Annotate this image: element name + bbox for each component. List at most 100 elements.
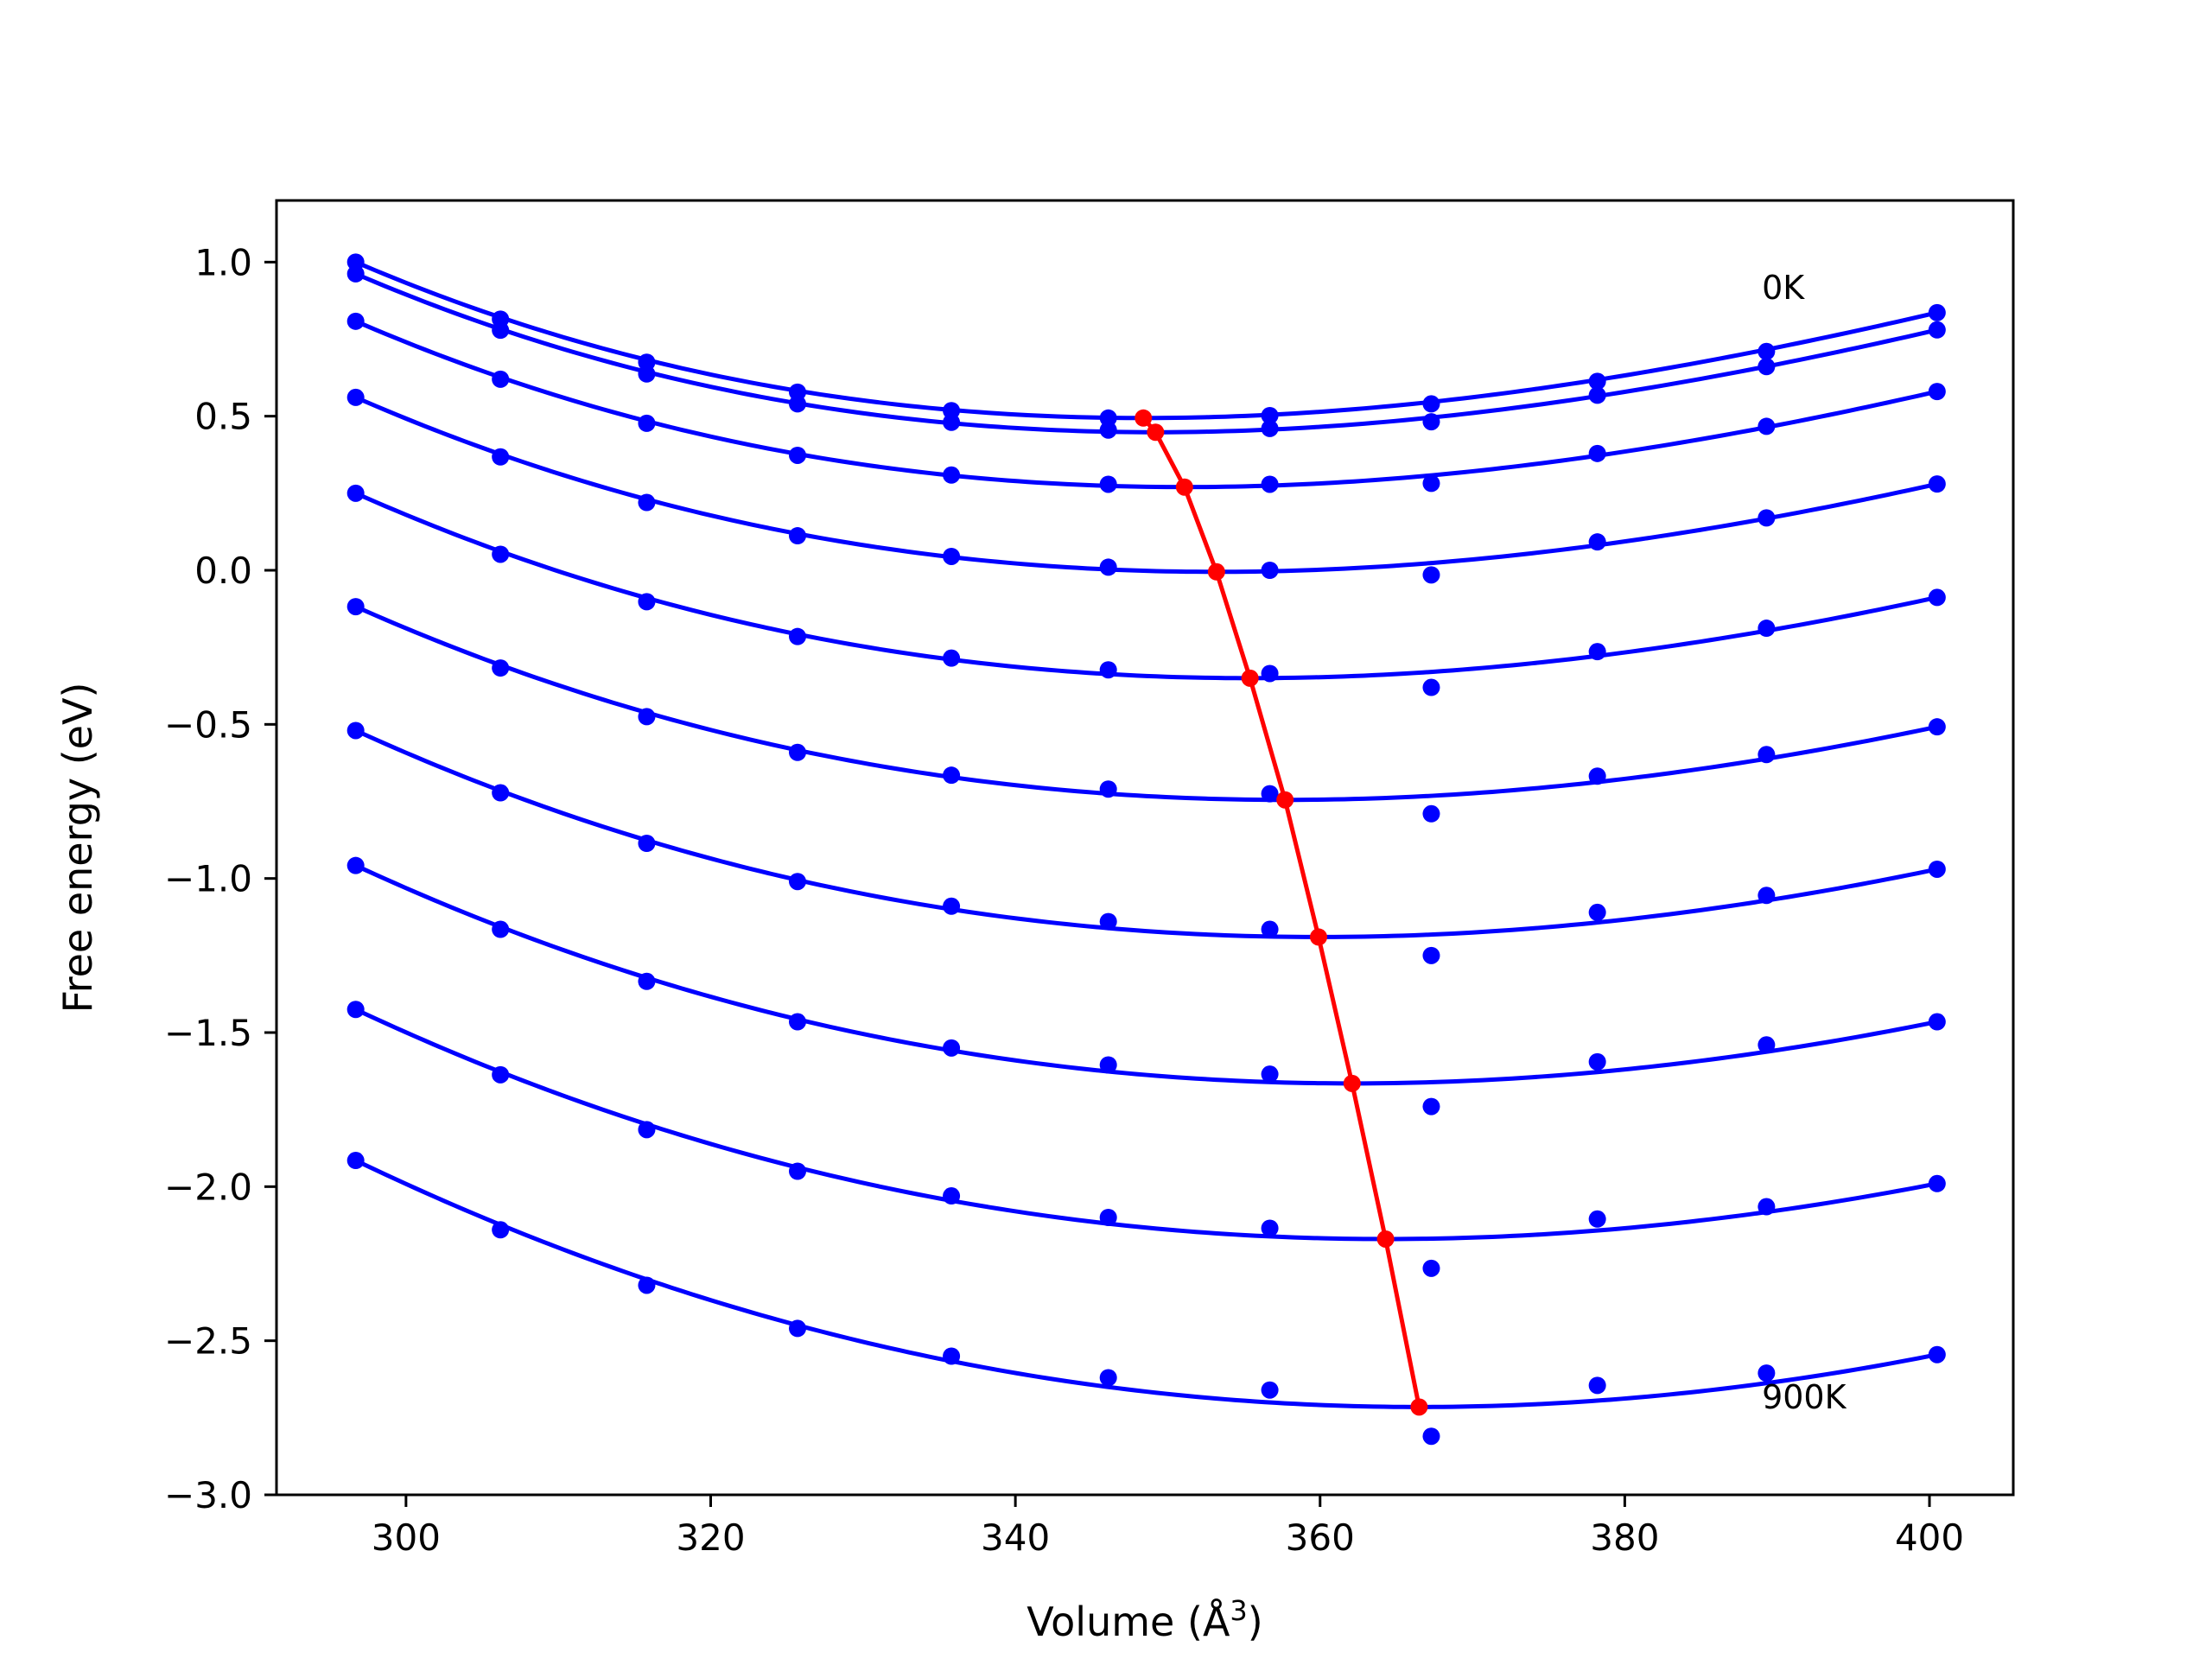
data-point — [1588, 444, 1606, 462]
series-layer — [346, 253, 1946, 1446]
data-point — [789, 446, 806, 464]
data-point — [346, 264, 365, 283]
curve-label: 900K — [1762, 1378, 1847, 1416]
data-point — [1422, 395, 1440, 413]
data-point — [1758, 417, 1776, 435]
data-point — [492, 448, 510, 466]
minimum-point — [1135, 409, 1153, 427]
data-point — [346, 312, 365, 330]
minimum-point — [1410, 1398, 1428, 1416]
minimum-point — [1276, 791, 1294, 809]
series-8 — [346, 1001, 1946, 1277]
data-point — [1422, 804, 1440, 823]
axis-ticks: 300 320 340 360 380 400 −3.0 −2.5 −2.0 −1.5 −1.0 −0… — [164, 241, 1964, 1559]
x-tick-label: 360 — [1286, 1516, 1355, 1559]
data-point — [1261, 406, 1279, 424]
series-2 — [346, 312, 1946, 493]
data-point — [1758, 887, 1776, 905]
data-point — [943, 897, 961, 915]
data-point — [1928, 475, 1946, 493]
data-point — [1758, 342, 1776, 360]
data-point — [1422, 566, 1440, 584]
data-point — [1758, 620, 1776, 638]
data-point — [492, 321, 510, 340]
data-point — [1099, 912, 1117, 931]
data-point — [1928, 588, 1946, 607]
y-tick-label: 1.0 — [194, 241, 252, 283]
data-point — [789, 627, 806, 645]
data-point — [1261, 664, 1279, 683]
data-point — [1099, 558, 1117, 576]
x-axis-label: Volume (Å3) — [1027, 1594, 1262, 1645]
data-point — [943, 466, 961, 484]
data-point — [1261, 562, 1279, 579]
data-point — [1758, 509, 1776, 527]
data-point — [1261, 1219, 1279, 1237]
data-point — [1758, 1198, 1776, 1216]
fit-curve — [354, 863, 1938, 1086]
data-point — [1099, 421, 1117, 439]
data-point — [1099, 780, 1117, 798]
series-3 — [346, 388, 1946, 584]
minimum-point — [1310, 928, 1327, 946]
data-point — [638, 708, 656, 726]
data-point — [789, 873, 806, 891]
data-point — [1588, 1210, 1606, 1228]
data-point — [492, 1065, 510, 1084]
data-point — [1261, 419, 1279, 437]
data-point — [346, 484, 365, 502]
x-tick-label: 320 — [676, 1516, 745, 1559]
x-tick-label: 300 — [372, 1516, 441, 1559]
x-axis-unit: Å — [1203, 1599, 1230, 1645]
data-point — [638, 365, 656, 383]
data-point — [1261, 785, 1279, 803]
data-point — [1588, 372, 1606, 391]
data-point — [1422, 946, 1440, 964]
y-tick-label: 0.0 — [194, 550, 252, 592]
data-point — [1928, 1345, 1946, 1363]
x-tick-label: 340 — [981, 1516, 1050, 1559]
data-point — [1261, 1381, 1279, 1399]
fit-curve — [354, 271, 1938, 435]
data-point — [1758, 746, 1776, 764]
fit-curve — [354, 1007, 1938, 1242]
annotations: 0K 900K — [1762, 269, 1847, 1416]
data-point — [1588, 1376, 1606, 1395]
series-0 — [346, 253, 1946, 427]
data-point — [1588, 767, 1606, 785]
series-9 — [346, 1152, 1946, 1446]
data-point — [492, 920, 510, 938]
data-point — [346, 1152, 365, 1170]
data-point — [943, 649, 961, 667]
y-tick-label: −2.0 — [164, 1166, 252, 1208]
data-point — [1422, 1259, 1440, 1277]
curve-label: 0K — [1762, 269, 1805, 307]
data-point — [346, 598, 365, 616]
y-tick-label: −1.5 — [164, 1012, 252, 1054]
data-point — [638, 1121, 656, 1139]
data-point — [1422, 678, 1440, 696]
data-point — [346, 1001, 365, 1019]
data-point — [638, 1276, 656, 1294]
data-point — [943, 1347, 961, 1365]
data-point — [492, 545, 510, 563]
fit-curve — [354, 319, 1938, 490]
data-point — [943, 547, 961, 565]
data-point — [1928, 1174, 1946, 1192]
data-point — [1422, 1427, 1440, 1446]
data-point — [789, 1319, 806, 1338]
data-point — [1099, 1056, 1117, 1074]
data-point — [1928, 1013, 1946, 1031]
data-point — [1928, 718, 1946, 736]
plot-frame — [275, 199, 2015, 1497]
data-point — [492, 370, 510, 388]
fit-curve — [354, 728, 1938, 939]
data-point — [1422, 413, 1440, 431]
data-point — [1422, 474, 1440, 493]
y-tick-label: −1.0 — [164, 858, 252, 900]
data-point — [1099, 661, 1117, 679]
minimum-point — [1175, 478, 1193, 496]
data-point — [1588, 533, 1606, 551]
data-point — [1758, 1364, 1776, 1382]
